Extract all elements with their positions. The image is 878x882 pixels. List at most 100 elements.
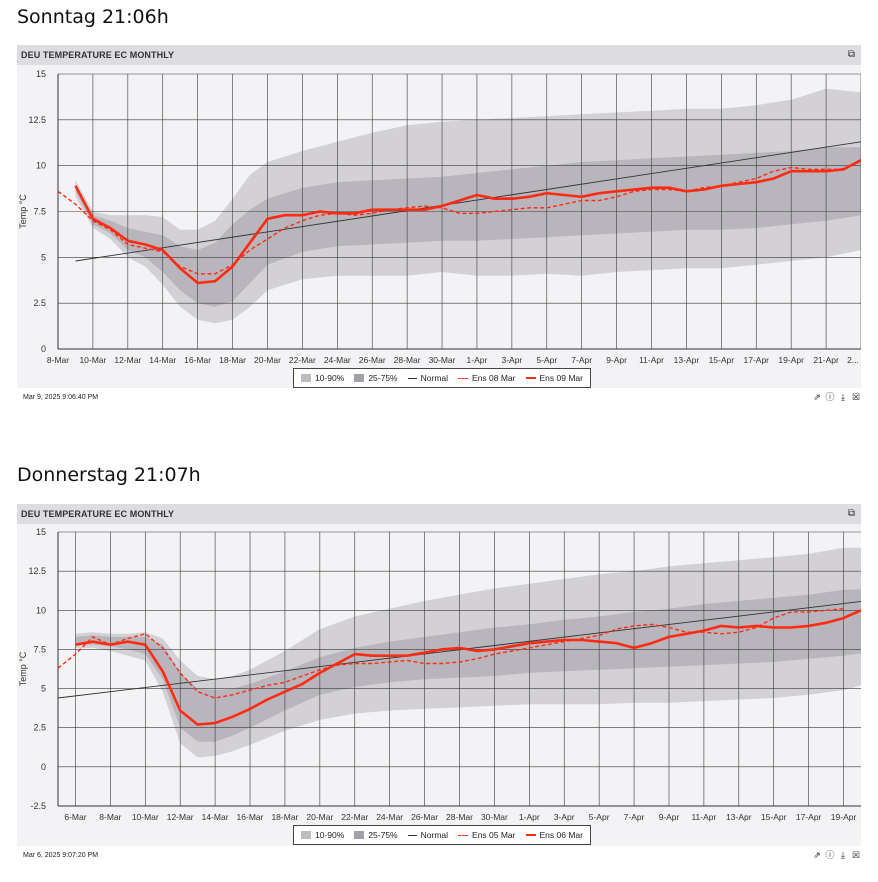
x-tick-label: 30-Mar [481, 812, 508, 822]
legend-label: Ens 05 Mar [472, 830, 516, 840]
external-link-icon[interactable]: ⇗ [813, 392, 821, 402]
x-tick-label: 10-Mar [132, 812, 159, 822]
chart-footer-1: Mar 9, 2025 9:06:40 PM ⇗ ⓘ ⤓ ☒ [17, 389, 861, 405]
panel-header: DEU TEMPERATURE EC MONTHLY ⧉ [17, 45, 861, 65]
x-tick-label: 20-Mar [254, 355, 281, 365]
timestamp: Mar 9, 2025 9:06:40 PM [23, 393, 99, 401]
chart-plot: 0 2.5 5 7.5 10 12.5 15 8-Mar 10-Mar 12-Mar 14-Mar 1… [18, 69, 861, 365]
x-tick-label: 24-Mar [376, 812, 403, 822]
chart-tools: ⇗ ⓘ ⤓ ☒ [812, 392, 861, 402]
legend-item[interactable]: 25-75% [354, 373, 398, 383]
restore-window-icon[interactable]: ⧉ [847, 508, 855, 519]
panel-title: DEU TEMPERATURE EC MONTHLY [21, 509, 175, 519]
y-tick-label: 10 [36, 605, 46, 615]
timestamp: Mar 6, 2025 9:07:20 PM [23, 851, 99, 859]
x-tick-label: 12-Mar [114, 355, 141, 365]
x-tick-label: 16-Mar [237, 812, 264, 822]
legend-label: 10-90% [315, 373, 345, 383]
legend-swatch [458, 377, 469, 379]
x-tick-label: 1-Apr [519, 812, 540, 822]
y-tick-label: 2.5 [33, 298, 46, 308]
y-tick-label: 15 [36, 527, 46, 537]
legend-swatch [354, 374, 365, 382]
x-tick-label: 9-Apr [606, 355, 627, 365]
x-tick-label: 15-Apr [709, 355, 735, 365]
series-Ens 06 Mar [75, 609, 861, 726]
x-tick-label: 19-Apr [831, 812, 857, 822]
chart-footer-2: Mar 6, 2025 9:07:20 PM ⇗ ⓘ ⤓ ☒ [17, 847, 861, 863]
y-tick-label: 12.5 [28, 566, 46, 576]
legend-label: 10-90% [315, 830, 345, 840]
caption-1: Sonntag 21:06h [17, 6, 169, 28]
x-tick-label: 26-Mar [411, 812, 438, 822]
x-tick-label: 18-Mar [219, 355, 246, 365]
chart-panel-2: DEU TEMPERATURE EC MONTHLY ⧉ -2.5 0 2.5 5 7.… [17, 504, 861, 846]
x-tick-label: 24-Mar [324, 355, 351, 365]
legend-label: 25-75% [368, 373, 398, 383]
x-tick-label: 12-Mar [167, 812, 194, 822]
x-tick-label: 13-Apr [726, 812, 752, 822]
legend-swatch [525, 377, 536, 379]
x-tick-label: 22-Mar [289, 355, 316, 365]
legend-label: Normal [420, 373, 449, 383]
x-tick-label: 2... [847, 355, 859, 365]
y-tick-label: 5 [41, 252, 46, 262]
legend-swatch [458, 834, 469, 836]
y-tick-label: 12.5 [28, 115, 46, 125]
chart-legend: 10-90% 25-75% Normal Ens 05 Mar Ens 06 M… [293, 825, 591, 845]
x-tick-label: 15-Apr [761, 812, 787, 822]
x-tick-label: 11-Apr [639, 355, 664, 365]
legend-item[interactable]: Normal [407, 830, 448, 840]
y-tick-label: -2.5 [30, 801, 46, 811]
legend-item[interactable]: 25-75% [354, 830, 398, 840]
caption-2: Donnerstag 21:07h [17, 464, 201, 486]
x-tick-label: 7-Apr [624, 812, 645, 822]
x-tick-label: 13-Apr [674, 355, 700, 365]
x-tick-label: 6-Mar [64, 812, 86, 822]
y-tick-label: 0 [41, 344, 46, 354]
x-tick-label: 18-Mar [271, 812, 298, 822]
x-tick-label: 28-Mar [394, 355, 421, 365]
legend-item[interactable]: Ens 08 Mar [458, 373, 516, 383]
series-Ens 08 Mar [57, 166, 844, 275]
x-tick-label: 5-Apr [536, 355, 557, 365]
excel-icon[interactable]: ☒ [851, 850, 861, 860]
external-link-icon[interactable]: ⇗ [813, 850, 821, 860]
legend-label: Ens 08 Mar [472, 373, 516, 383]
restore-window-icon[interactable]: ⧉ [847, 49, 855, 60]
series-Normal [75, 141, 861, 262]
x-tick-label: 8-Mar [47, 355, 69, 365]
y-tick-label: 10 [36, 161, 46, 171]
legend-item[interactable]: Ens 09 Mar [525, 373, 583, 383]
download-icon[interactable]: ⤓ [841, 850, 845, 860]
x-tick-label: 20-Mar [306, 812, 333, 822]
excel-icon[interactable]: ☒ [851, 392, 861, 402]
x-tick-label: 30-Mar [429, 355, 456, 365]
x-tick-label: 17-Apr [744, 355, 770, 365]
x-tick-label: 9-Apr [659, 812, 680, 822]
y-axis-label: Temp °C [18, 194, 28, 229]
x-tick-label: 10-Mar [79, 355, 106, 365]
chart-tools: ⇗ ⓘ ⤓ ☒ [812, 850, 861, 860]
y-tick-label: 5 [41, 684, 46, 694]
legend-item[interactable]: Normal [407, 373, 449, 383]
legend-label: 25-75% [368, 830, 398, 840]
panel-title: DEU TEMPERATURE EC MONTHLY [21, 50, 175, 60]
download-icon[interactable]: ⤓ [841, 392, 845, 402]
x-tick-label: 7-Apr [571, 355, 592, 365]
y-tick-label: 2.5 [33, 723, 46, 733]
x-tick-label: 28-Mar [446, 812, 473, 822]
legend-swatch [301, 831, 311, 839]
x-tick-label: 14-Mar [149, 355, 176, 365]
x-tick-label: 22-Mar [341, 812, 368, 822]
y-axis-label: Temp °C [18, 651, 28, 686]
legend-item[interactable]: Ens 05 Mar [458, 830, 516, 840]
legend-item[interactable]: Ens 06 Mar [525, 830, 583, 840]
legend-item[interactable]: 10-90% [301, 373, 344, 383]
info-icon[interactable]: ⓘ [825, 850, 835, 860]
y-tick-label: 7.5 [33, 644, 46, 654]
series-Ens 09 Mar [74, 159, 861, 285]
legend-item[interactable]: 10-90% [301, 830, 344, 840]
y-tick-label: 0 [41, 762, 46, 772]
info-icon[interactable]: ⓘ [825, 392, 835, 402]
